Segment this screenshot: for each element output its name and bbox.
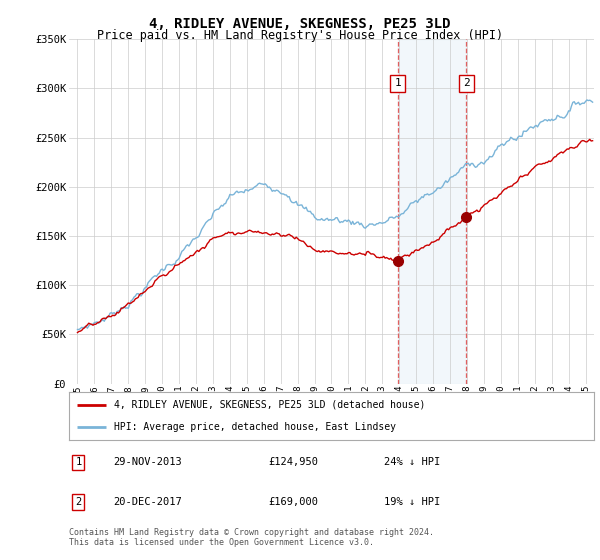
Text: 24% ↓ HPI: 24% ↓ HPI xyxy=(384,458,440,468)
Bar xyxy=(398,39,466,384)
Text: £169,000: £169,000 xyxy=(269,497,319,507)
Text: Contains HM Land Registry data © Crown copyright and database right 2024.
This d: Contains HM Land Registry data © Crown c… xyxy=(69,528,434,547)
Text: 4, RIDLEY AVENUE, SKEGNESS, PE25 3LD: 4, RIDLEY AVENUE, SKEGNESS, PE25 3LD xyxy=(149,17,451,31)
Text: 29-NOV-2013: 29-NOV-2013 xyxy=(113,458,182,468)
Text: 1: 1 xyxy=(394,78,401,88)
Text: 4, RIDLEY AVENUE, SKEGNESS, PE25 3LD (detached house): 4, RIDLEY AVENUE, SKEGNESS, PE25 3LD (de… xyxy=(113,400,425,410)
Text: £124,950: £124,950 xyxy=(269,458,319,468)
Text: Price paid vs. HM Land Registry's House Price Index (HPI): Price paid vs. HM Land Registry's House … xyxy=(97,29,503,42)
Text: 1: 1 xyxy=(76,458,82,468)
Text: 2: 2 xyxy=(463,78,470,88)
Text: 19% ↓ HPI: 19% ↓ HPI xyxy=(384,497,440,507)
Text: 20-DEC-2017: 20-DEC-2017 xyxy=(113,497,182,507)
Text: 2: 2 xyxy=(76,497,82,507)
Text: HPI: Average price, detached house, East Lindsey: HPI: Average price, detached house, East… xyxy=(113,422,395,432)
